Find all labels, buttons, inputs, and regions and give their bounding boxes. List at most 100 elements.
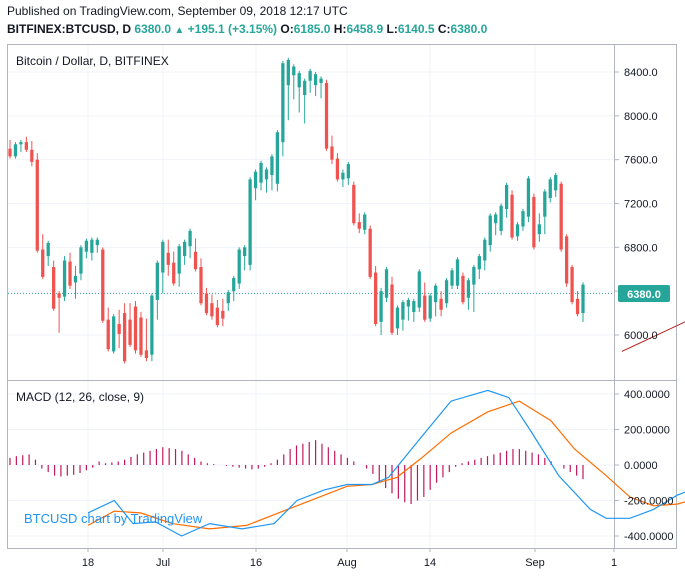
x-tick-label: 1 (611, 557, 617, 569)
candle-body (532, 196, 536, 248)
candle-body (19, 142, 23, 145)
candle-body (368, 228, 372, 277)
candle-body (112, 316, 116, 352)
candle-body (373, 272, 378, 325)
last-price-badge (618, 285, 670, 302)
macd-pane[interactable] (9, 389, 685, 537)
candle-body (466, 280, 471, 298)
candle-body (24, 142, 29, 150)
candle-body (30, 149, 34, 162)
candle-body (581, 284, 585, 314)
last-price-label: 6380.0 (627, 289, 661, 301)
symbol-legend: BITFINEX:BTCUSD, D 6380.0 ▲ +195.1 (+3.1… (7, 22, 487, 36)
candle-body (79, 247, 83, 274)
macd-tick-label: 0.0000 (624, 460, 658, 472)
chart-frame (7, 44, 677, 549)
candle-body (41, 249, 45, 277)
candle-body (73, 275, 78, 283)
candle-body (417, 271, 421, 308)
candle-body (172, 262, 176, 284)
x-tick-label: 16 (250, 557, 262, 569)
candle-body (434, 285, 438, 303)
grid (8, 45, 614, 548)
candle-body (122, 313, 127, 362)
candle-body (346, 164, 350, 179)
watermark-text[interactable]: BTCUSD chart by TradingView (24, 511, 203, 526)
candle-body (166, 252, 170, 265)
candle-body (139, 317, 143, 355)
candle-body (182, 241, 187, 257)
candle-body (248, 179, 252, 265)
candle-body (303, 80, 307, 96)
x-tick-label: Jul (156, 557, 170, 569)
open-label: O: (280, 22, 294, 36)
candle-body (357, 222, 361, 229)
candle-body (564, 236, 569, 284)
candle-body (504, 184, 509, 209)
candle-body (215, 307, 220, 326)
candle-body (68, 261, 72, 286)
macd-pane-title: MACD (12, 26, close, 9) (16, 390, 144, 404)
x-tick-label: 14 (424, 557, 436, 569)
candle-body (548, 179, 552, 199)
last-value: 6380.0 (134, 22, 172, 36)
candle-body (106, 319, 110, 350)
candle-body (95, 239, 99, 246)
candle-body (57, 293, 61, 298)
candle-body (526, 178, 531, 217)
candle-body (46, 242, 50, 257)
candle-body (559, 183, 563, 250)
candle-body (62, 260, 67, 297)
close-label: C: (437, 22, 451, 36)
candle-body (444, 280, 449, 304)
candle-body (483, 239, 487, 261)
candle-body (8, 148, 12, 157)
macd-tick-label: 200.0000 (624, 425, 670, 437)
candle-body (210, 303, 214, 317)
candle-body (401, 302, 405, 320)
candle-body (510, 194, 514, 238)
open-value: 6185.0 (293, 22, 331, 36)
price-pane[interactable] (8, 57, 685, 364)
candle-body (341, 172, 345, 180)
candle-body (575, 298, 580, 315)
price-tick-label: 8400.0 (624, 67, 658, 79)
candle-body (128, 319, 132, 345)
candle-body (155, 262, 159, 300)
candle-body (226, 292, 230, 304)
candle-body (330, 146, 334, 160)
candle-body (204, 293, 209, 314)
price-tick-label: 6000.0 (624, 330, 658, 342)
candle-body (363, 214, 367, 230)
candle-body (35, 159, 39, 251)
candle-body (554, 175, 558, 191)
candle-body (423, 295, 427, 320)
price-tick-label: 7200.0 (624, 199, 658, 211)
candle-body (232, 278, 236, 292)
candle-body (161, 241, 165, 273)
price-pane-title: Bitcoin / Dollar, D, BITFINEX (16, 54, 169, 68)
candle-body (297, 73, 301, 88)
candle-body (379, 291, 383, 322)
candle-body (450, 270, 454, 286)
candle-body (133, 306, 138, 351)
candle-body (292, 66, 296, 76)
candle-body (428, 295, 432, 319)
change-value: +195.1 (+3.15%) (187, 22, 278, 36)
candle-body (199, 267, 203, 304)
x-tick-label: Sep (525, 557, 545, 569)
candle-body (319, 78, 323, 83)
candle-body (243, 247, 247, 257)
candle-body (488, 215, 492, 246)
candle-body (117, 324, 121, 334)
symbol-name: BITFINEX:BTCUSD, D (7, 22, 131, 36)
candle-body (543, 191, 547, 217)
candle-body (259, 162, 263, 183)
candle-body (144, 350, 149, 359)
candle-body (537, 224, 541, 235)
candle-body (281, 63, 285, 143)
candle-body (270, 156, 274, 176)
candle-body (521, 211, 525, 227)
publish-caption: Published on TradingView.com, September … (7, 4, 348, 18)
